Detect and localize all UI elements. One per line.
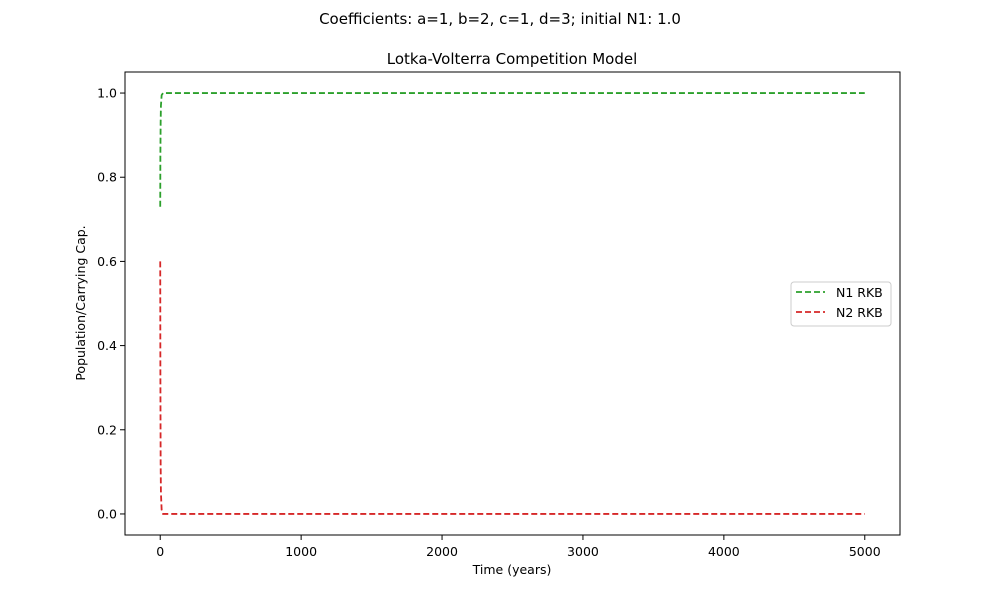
x-tick-label: 0 <box>156 544 164 559</box>
legend-label-n2: N2 RKB <box>836 305 883 320</box>
series-line-n2 <box>159 261 865 515</box>
figure-suptitle: Coefficients: a=1, b=2, c=1, d=3; initia… <box>319 10 681 28</box>
y-tick-label: 0.0 <box>97 506 117 521</box>
legend-label-n1: N1 RKB <box>836 285 883 300</box>
y-axis-ticks: 0.0 0.2 0.4 0.6 0.8 1.0 <box>97 86 125 521</box>
y-tick-label: 0.8 <box>97 170 117 185</box>
x-tick-label: 3000 <box>567 544 599 559</box>
y-tick-label: 1.0 <box>97 86 117 101</box>
axes-frame <box>124 71 901 536</box>
y-tick-label: 0.2 <box>97 422 117 437</box>
x-tick-label: 4000 <box>708 544 740 559</box>
plot-area <box>159 92 865 515</box>
y-tick-label: 0.4 <box>97 338 117 353</box>
chart-title: Lotka-Volterra Competition Model <box>387 50 637 68</box>
y-tick-label: 0.6 <box>97 254 117 269</box>
x-tick-label: 5000 <box>849 544 881 559</box>
legend: N1 RKB N2 RKB <box>790 281 892 327</box>
legend-box <box>790 281 892 327</box>
series-line-n1 <box>159 92 865 207</box>
x-axis-label: Time (years) <box>472 562 552 577</box>
y-axis-label: Population/Carrying Cap. <box>73 225 88 380</box>
x-axis-ticks: 0 1000 2000 3000 4000 5000 <box>156 535 881 559</box>
x-tick-label: 1000 <box>285 544 317 559</box>
x-tick-label: 2000 <box>426 544 458 559</box>
